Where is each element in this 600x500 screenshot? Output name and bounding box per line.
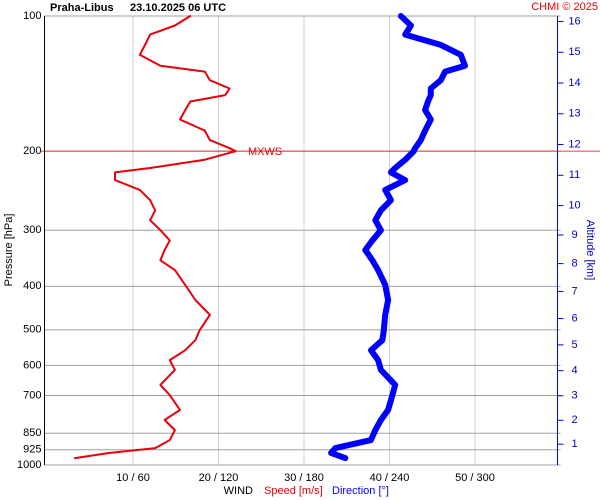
mxws-label: MXWS xyxy=(248,146,282,158)
x-tick-label: 40 / 240 xyxy=(370,472,410,484)
y2-tick-label: 11 xyxy=(569,169,580,181)
x-tick-label: 50 / 300 xyxy=(455,472,495,484)
y-tick-label: 700 xyxy=(23,389,41,401)
y2-tick-label: 10 xyxy=(568,199,580,211)
y-tick-label: 500 xyxy=(23,324,41,336)
x-tick-label: 20 / 120 xyxy=(199,472,239,484)
x-tick-label: 30 / 180 xyxy=(284,472,324,484)
y-axis-label: Pressure [hPa] xyxy=(3,214,15,287)
y2-axis-label: Altitude [km] xyxy=(584,220,596,281)
y-tick-label: 400 xyxy=(23,280,41,292)
y2-tick-label: 13 xyxy=(568,108,580,120)
legend-speed: Speed [m/s] xyxy=(264,485,323,497)
y2-tick-label: 16 xyxy=(568,15,580,27)
y2-tick-label: 4 xyxy=(571,365,577,377)
series-line xyxy=(328,13,468,462)
y2-tick-label: 1 xyxy=(571,438,577,450)
y2-tick-label: 8 xyxy=(571,258,577,270)
y-tick-label: 850 xyxy=(23,427,41,439)
y-tick-label: 1000 xyxy=(17,459,41,471)
y-tick-label: 200 xyxy=(23,145,41,157)
x-tick-label: 10 / 60 xyxy=(116,472,150,484)
y-tick-label: 925 xyxy=(23,444,41,456)
y2-tick-label: 3 xyxy=(571,390,577,402)
y2-tick-label: 7 xyxy=(571,285,577,297)
x-axis-label: WIND xyxy=(224,485,253,497)
series-line xyxy=(73,15,237,460)
y2-tick-label: 6 xyxy=(571,312,577,324)
y-tick-label: 100 xyxy=(23,10,41,22)
y-tick-label: 600 xyxy=(23,359,41,371)
chart-title: Praha-Libus xyxy=(50,2,114,14)
y2-tick-label: 14 xyxy=(568,77,580,89)
legend-direction: Direction [°] xyxy=(332,485,389,497)
y2-tick-label: 2 xyxy=(571,414,577,426)
chart-subtitle: 23.10.2025 06 UTC xyxy=(130,2,226,14)
y2-tick-label: 15 xyxy=(568,46,580,58)
y2-tick-label: 12 xyxy=(568,138,580,150)
y2-tick-label: 9 xyxy=(571,229,577,241)
y-tick-label: 300 xyxy=(23,224,41,236)
credit: CHMI © 2025 xyxy=(531,1,598,13)
y2-tick-label: 5 xyxy=(571,339,577,351)
